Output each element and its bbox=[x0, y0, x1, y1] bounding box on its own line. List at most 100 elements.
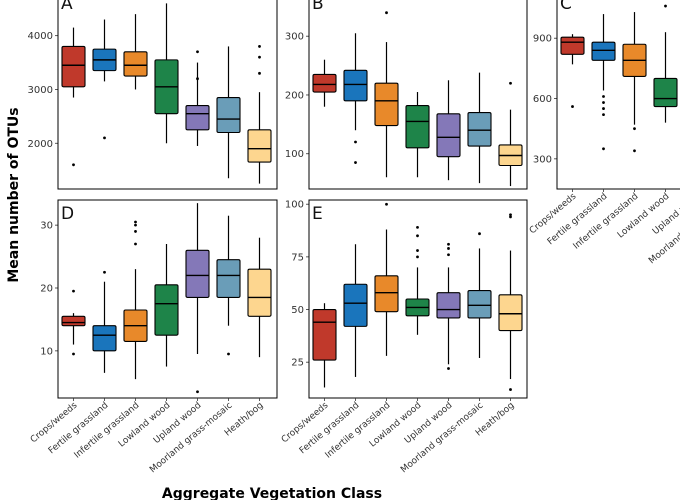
box-c-fertile-grassland bbox=[591, 14, 616, 151]
panel-label-d: D bbox=[61, 204, 74, 224]
box-iqr bbox=[374, 82, 399, 127]
outlier-point bbox=[602, 101, 605, 104]
outlier-point bbox=[134, 220, 137, 224]
outlier-point bbox=[602, 107, 605, 110]
panel-frame-a bbox=[57, 0, 278, 190]
panel-a: 2000 3000 4000 A bbox=[28, 0, 278, 190]
box-a-upland-wood bbox=[185, 50, 210, 146]
y-tick-label-c: 300 bbox=[533, 154, 552, 165]
box-a-fertile-grassland bbox=[92, 19, 117, 140]
box-iqr bbox=[405, 104, 430, 149]
outlier-point bbox=[478, 232, 481, 236]
panel-b: 100 200 300 B bbox=[285, 0, 528, 190]
outlier-point bbox=[72, 289, 75, 293]
x-axis-title: Aggregate Vegetation Class bbox=[162, 486, 382, 500]
y-tick-label-b: 200 bbox=[285, 90, 304, 101]
outlier-point bbox=[134, 223, 137, 227]
box-d-upland-wood bbox=[185, 203, 210, 394]
box-iqr bbox=[467, 112, 492, 147]
box-iqr bbox=[61, 45, 86, 88]
box-e-upland-wood bbox=[436, 242, 461, 370]
outlier-point bbox=[258, 55, 261, 59]
y-tick-label-d: 30 bbox=[40, 221, 53, 232]
outlier-point bbox=[385, 11, 388, 15]
box-a-heath-bog bbox=[247, 45, 272, 184]
outlier-point bbox=[196, 77, 199, 81]
box-b-moorland-grass-mosaic bbox=[467, 72, 492, 184]
y-tick-label-b: 100 bbox=[285, 149, 304, 160]
panel-frame-d bbox=[57, 199, 278, 399]
box-iqr bbox=[436, 292, 461, 319]
panels-layer: 200030004000A100200300B300600900CCrops/w… bbox=[28, 0, 680, 475]
outlier-point bbox=[354, 140, 357, 144]
y-tick-label-d: 20 bbox=[40, 284, 53, 295]
box-a-crops-weeds bbox=[61, 27, 86, 167]
outlier-point bbox=[447, 367, 450, 370]
box-iqr bbox=[467, 290, 492, 319]
box-iqr bbox=[312, 308, 337, 361]
panel-label-e: E bbox=[312, 204, 323, 224]
y-tick-label-c: 900 bbox=[533, 34, 552, 45]
outlier-point bbox=[509, 388, 512, 391]
y-tick-label-a: 3000 bbox=[28, 85, 53, 96]
y-tick-label-e: 75 bbox=[291, 252, 304, 263]
y-tick-label-c: 600 bbox=[533, 94, 552, 105]
outlier-point bbox=[602, 95, 605, 98]
outlier-point bbox=[134, 230, 137, 233]
box-iqr bbox=[61, 315, 86, 327]
y-tick-label-e: 50 bbox=[291, 305, 304, 316]
box-iqr bbox=[247, 129, 272, 163]
box-a-lowland-wood bbox=[154, 3, 179, 144]
box-c-infertile-grassland bbox=[622, 12, 647, 153]
y-tick-label-d: 10 bbox=[40, 346, 53, 357]
outlier-point bbox=[385, 202, 388, 206]
box-d-heath-bog bbox=[247, 237, 272, 358]
box-d-fertile-grassland bbox=[92, 270, 117, 373]
box-d-lowland-wood bbox=[154, 244, 179, 367]
box-iqr bbox=[92, 325, 117, 352]
outlier-point bbox=[72, 163, 75, 167]
box-e-heath-bog bbox=[498, 213, 523, 391]
outlier-point bbox=[509, 213, 512, 217]
outlier-point bbox=[196, 50, 199, 54]
outlier-point bbox=[447, 242, 450, 246]
outlier-point bbox=[416, 234, 419, 238]
box-e-infertile-grassland bbox=[374, 202, 399, 356]
box-iqr bbox=[374, 275, 399, 313]
y-tick-label-a: 4000 bbox=[28, 31, 53, 42]
outlier-point bbox=[258, 45, 261, 48]
panel-frame-b bbox=[308, 0, 528, 190]
box-iqr bbox=[560, 36, 585, 55]
box-iqr bbox=[185, 105, 210, 131]
outlier-point bbox=[602, 113, 605, 117]
outlier-point bbox=[633, 149, 636, 153]
box-a-moorland-grass-mosaic bbox=[216, 46, 241, 179]
box-iqr bbox=[343, 283, 368, 327]
panel-frame-e bbox=[308, 199, 528, 399]
y-tick-label-b: 300 bbox=[285, 32, 304, 43]
outlier-point bbox=[196, 390, 199, 394]
y-tick-label-e: 25 bbox=[291, 358, 304, 369]
outlier-point bbox=[602, 147, 605, 151]
panel-label-c: C bbox=[560, 0, 572, 14]
box-b-infertile-grassland bbox=[374, 11, 399, 178]
box-iqr bbox=[216, 96, 241, 134]
outlier-point bbox=[571, 105, 574, 108]
box-e-lowland-wood bbox=[405, 225, 430, 335]
box-c-crops-weeds bbox=[560, 34, 585, 108]
outlier-point bbox=[134, 242, 137, 246]
box-d-crops-weeds bbox=[61, 289, 86, 356]
outlier-point bbox=[227, 352, 230, 356]
box-iqr bbox=[591, 41, 616, 61]
box-b-upland-wood bbox=[436, 80, 461, 181]
panel-frame-c bbox=[556, 0, 680, 190]
y-tick-label-a: 2000 bbox=[28, 139, 53, 150]
outlier-point bbox=[447, 247, 450, 250]
outlier-point bbox=[103, 136, 106, 140]
box-iqr bbox=[343, 69, 368, 102]
panel-label-b: B bbox=[312, 0, 324, 14]
box-b-crops-weeds bbox=[312, 59, 337, 107]
outlier-point bbox=[258, 71, 261, 75]
